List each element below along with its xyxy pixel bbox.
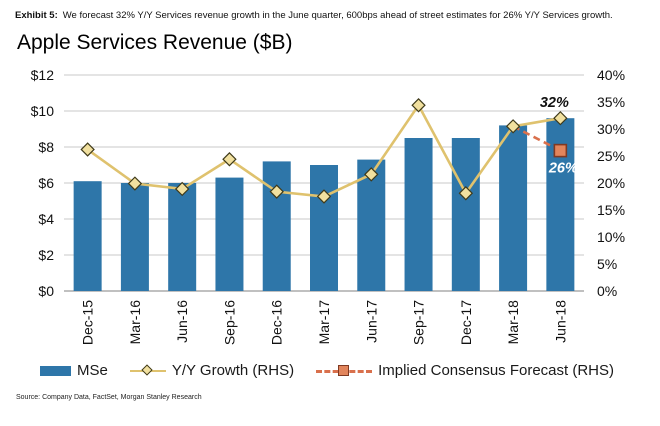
right-tick-label: 35% xyxy=(597,94,625,110)
x-label-Dec-16: Dec-16 xyxy=(269,300,285,345)
legend-item-mse: MSe xyxy=(40,362,108,379)
bar-Dec-15 xyxy=(73,181,102,291)
bar-Dec-17 xyxy=(451,138,480,291)
bars-group xyxy=(73,118,575,292)
x-label-Jun-18: Jun-18 xyxy=(552,300,568,343)
x-label-Sep-17: Sep-17 xyxy=(411,300,427,345)
diamond-marker-Mar-17 xyxy=(316,189,332,204)
x-label-Mar-16: Mar-16 xyxy=(127,300,143,345)
services-revenue-chart: $0 $2 $4 $6 $8 $10 $12 0% 5% 10% 15% 20% 25% 30% 35% 40… xyxy=(31,67,625,345)
right-tick-label: 20% xyxy=(597,175,625,191)
bar-Sep-17 xyxy=(404,138,433,291)
square-marker-icon xyxy=(338,364,350,376)
diamond-marker-Mar-18 xyxy=(505,119,521,134)
diamond-marker-Dec-17 xyxy=(458,186,474,201)
right-tick-label: 15% xyxy=(597,202,625,218)
left-tick-label: $4 xyxy=(38,211,54,227)
exhibit-caption-text: We forecast 32% Y/Y Services revenue gro… xyxy=(62,10,613,21)
right-tick-label: 0% xyxy=(597,283,617,299)
diamond-marker-Dec-15 xyxy=(80,142,95,157)
annotation-32%: 32% xyxy=(540,95,569,111)
bar-Jun-16 xyxy=(168,183,197,291)
right-tick-label: 10% xyxy=(597,229,625,245)
dash-square-swatch-icon xyxy=(316,364,373,378)
diamond-marker-Mar-16 xyxy=(127,176,143,191)
left-tick-label: $8 xyxy=(38,139,54,155)
diamond-marker-icon xyxy=(141,364,153,376)
chart-title: Apple Services Revenue ($B) xyxy=(17,31,293,54)
left-tick-label: $6 xyxy=(38,175,54,191)
diamond-marker-Jun-16 xyxy=(174,181,190,197)
right-tick-label: 30% xyxy=(597,121,625,137)
right-tick-label: 40% xyxy=(597,67,625,83)
right-axis-ticks: 0% 5% 10% 15% 20% 25% 30% 35% 40% xyxy=(597,67,625,299)
left-tick-label: $12 xyxy=(31,67,55,83)
annotations: 32% 26% xyxy=(540,95,578,176)
x-label-Jun-16: Jun-16 xyxy=(174,300,190,343)
x-label-Jun-17: Jun-17 xyxy=(363,300,379,343)
source-line: Source: Company Data, FactSet, Morgan St… xyxy=(16,394,202,401)
square-marker-consensus xyxy=(553,143,568,158)
x-label-Dec-17: Dec-17 xyxy=(458,300,474,345)
diamond-marker-Dec-16 xyxy=(269,184,284,199)
chart-legend: MSe Y/Y Growth (RHS) Implied Consensus F… xyxy=(40,362,614,379)
x-label-Mar-18: Mar-18 xyxy=(505,300,521,345)
legend-item-consensus-forecast: Implied Consensus Forecast (RHS) xyxy=(316,362,614,379)
bar-Dec-16 xyxy=(262,161,291,291)
annotation-26%: 26% xyxy=(548,161,578,177)
left-tick-label: $0 xyxy=(38,283,54,299)
right-tick-label: 25% xyxy=(597,148,625,164)
right-tick-label: 5% xyxy=(597,256,617,272)
bar-Mar-16 xyxy=(120,183,149,291)
x-label-Mar-17: Mar-17 xyxy=(316,300,332,345)
bar-Sep-16 xyxy=(215,177,244,291)
yy-growth-line xyxy=(80,98,568,204)
diamond-marker-Jun-18 xyxy=(553,110,568,126)
left-axis-ticks: $0 $2 $4 $6 $8 $10 $12 xyxy=(31,67,55,299)
bar-swatch-icon xyxy=(40,365,71,376)
x-label-Dec-15: Dec-15 xyxy=(80,300,96,345)
legend-label-mse: MSe xyxy=(77,362,108,379)
x-axis-labels: Dec-15 Mar-16 Jun-16 Sep-16 Dec-16 Mar-17 Jun-… xyxy=(80,300,569,345)
bar-Mar-18 xyxy=(499,125,528,292)
consensus-forecast-line xyxy=(512,125,568,158)
diamond-marker-Sep-16 xyxy=(222,152,237,167)
diamond-marker-Sep-17 xyxy=(411,98,426,113)
x-label-Sep-16: Sep-16 xyxy=(221,300,237,345)
left-tick-label: $10 xyxy=(31,103,55,119)
diamond-marker-Jun-17 xyxy=(364,167,379,182)
exhibit-caption: Exhibit 5: We forecast 32% Y/Y Services r… xyxy=(15,10,652,21)
line-diamond-swatch-icon xyxy=(129,364,166,378)
legend-label-yy-growth: Y/Y Growth (RHS) xyxy=(171,362,295,379)
legend-item-yy-growth: Y/Y Growth (RHS) xyxy=(129,362,295,379)
left-tick-label: $2 xyxy=(38,247,54,263)
legend-label-consensus-forecast: Implied Consensus Forecast (RHS) xyxy=(378,362,615,379)
exhibit-label: Exhibit 5: xyxy=(15,10,58,21)
bar-Mar-17 xyxy=(310,165,338,291)
